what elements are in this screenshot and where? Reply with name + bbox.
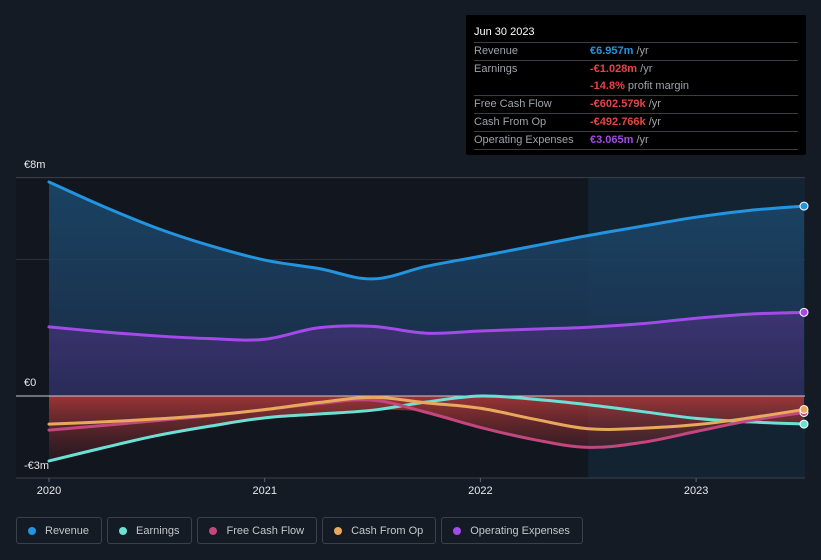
legend-label: Revenue xyxy=(45,524,90,537)
legend-label: Free Cash Flow xyxy=(226,524,305,537)
tooltip-value: €3.065m /yr xyxy=(590,134,649,146)
cash-from-op-end-point[interactable] xyxy=(799,404,809,414)
tooltip-label: Earnings xyxy=(474,63,518,75)
legend-dot-icon xyxy=(209,526,218,535)
legend-dot-icon xyxy=(119,526,128,535)
tooltip-date: Jun 30 2023 xyxy=(474,26,535,38)
tooltip-value: €6.957m /yr xyxy=(590,45,649,57)
tooltip-row: Cash From Op -€492.766k /yr xyxy=(474,113,798,131)
operating-expenses-area xyxy=(49,312,804,396)
tooltip-value: -€1.028m /yr xyxy=(590,63,653,75)
tooltip-label: Cash From Op xyxy=(474,116,547,128)
tooltip-row: Revenue €6.957m /yr xyxy=(474,42,798,60)
tooltip-value: -€602.579k /yr xyxy=(590,98,661,110)
earnings-end-point[interactable] xyxy=(799,419,809,429)
x-tick-label: 2021 xyxy=(252,485,277,497)
revenue-line xyxy=(47,180,805,281)
legend-item-revenue[interactable]: Revenue xyxy=(16,517,103,544)
legend-label: Earnings xyxy=(136,524,180,537)
tooltip-row: Free Cash Flow -€602.579k /yr xyxy=(474,95,798,113)
operating-expenses-end-point[interactable] xyxy=(799,307,809,317)
legend-item-earnings[interactable]: Earnings xyxy=(107,517,193,544)
tooltip-label: Free Cash Flow xyxy=(474,98,552,110)
tooltip-value: -14.8% profit margin xyxy=(590,80,690,92)
cash-from-op-line xyxy=(47,395,805,431)
legend-item-cash-from-op[interactable]: Cash From Op xyxy=(322,517,437,544)
x-tick-label: 2022 xyxy=(468,485,493,497)
legend-label: Operating Expenses xyxy=(470,524,570,537)
tooltip: Jun 30 2023 Revenue €6.957m /yr Earnings -€… xyxy=(466,15,806,155)
tooltip-row: Operating Expenses €3.065m /yr xyxy=(474,131,798,149)
revenue-end-point[interactable] xyxy=(799,201,809,211)
tooltip-label: Operating Expenses xyxy=(474,134,574,146)
y-tick-label: €8m xyxy=(24,159,46,171)
y-tick-label: €0 xyxy=(24,377,37,389)
legend-item-free-cash-flow[interactable]: Free Cash Flow xyxy=(197,517,318,544)
operating-expenses-line xyxy=(47,310,805,342)
x-tick-label: 2020 xyxy=(36,485,62,497)
x-tick-label: 2023 xyxy=(683,485,709,497)
legend-item-operating-expenses[interactable]: Operating Expenses xyxy=(441,517,583,544)
y-tick-label: -€3m xyxy=(24,460,50,472)
tooltip-label: Revenue xyxy=(474,45,519,57)
legend-dot-icon xyxy=(453,526,462,535)
tooltip-row: -14.8% profit margin xyxy=(474,78,798,95)
legend-dot-icon xyxy=(28,526,36,535)
legend-label: Cash From Op xyxy=(351,524,424,537)
tooltip-value: -€492.766k /yr xyxy=(590,116,661,128)
tooltip-label xyxy=(474,78,590,95)
legend: Revenue Earnings Free Cash Flow Cash From O… xyxy=(16,517,583,544)
tooltip-row: Earnings -€1.028m /yr xyxy=(474,60,798,78)
legend-dot-icon xyxy=(334,526,343,535)
